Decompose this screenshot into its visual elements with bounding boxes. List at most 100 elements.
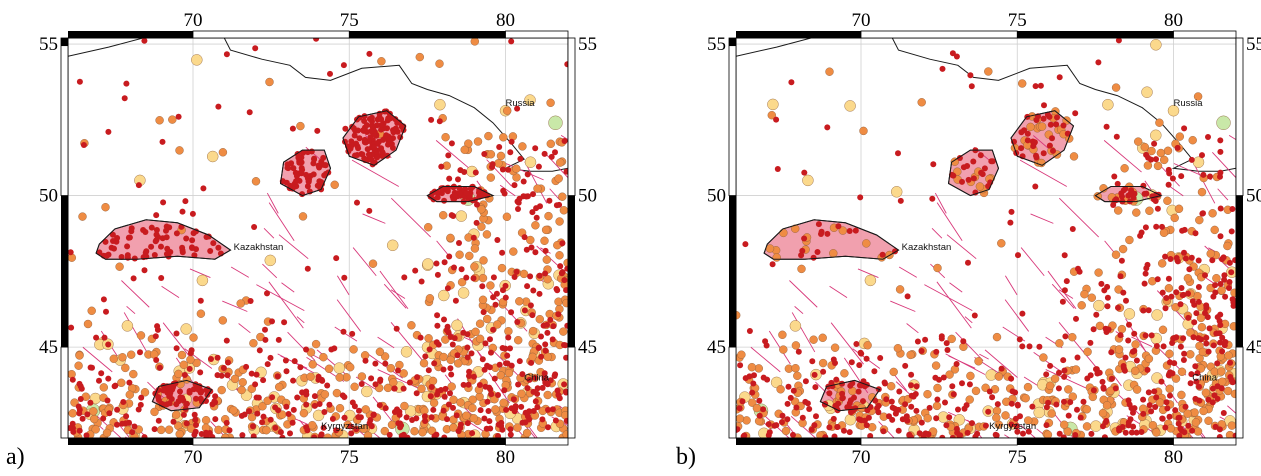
earthquake-point bbox=[1180, 357, 1187, 363]
earthquake-point bbox=[151, 426, 158, 433]
earthquake-point bbox=[502, 294, 509, 301]
fault-line bbox=[1058, 197, 1100, 238]
earthquake-point bbox=[864, 274, 877, 287]
earthquake-point bbox=[446, 233, 455, 243]
earthquake-point bbox=[992, 332, 1002, 342]
earthquake-point bbox=[1130, 409, 1136, 416]
earthquake-point bbox=[1151, 309, 1163, 321]
earthquake-point bbox=[1050, 374, 1060, 383]
fault-line bbox=[790, 416, 817, 438]
earthquake-point bbox=[1083, 347, 1092, 356]
earthquake-point bbox=[1090, 420, 1102, 432]
fault-line bbox=[898, 266, 918, 278]
earthquake-point bbox=[1069, 152, 1079, 161]
earthquake-point bbox=[464, 354, 471, 361]
earthquake-point bbox=[1145, 154, 1152, 161]
earthquake-point bbox=[456, 398, 465, 407]
earthquake-point bbox=[1150, 39, 1162, 51]
earthquake-point bbox=[214, 354, 221, 361]
earthquake-point bbox=[558, 192, 567, 201]
earthquake-point bbox=[372, 381, 379, 388]
earthquake-point bbox=[460, 381, 467, 388]
earthquake-point bbox=[499, 426, 506, 433]
earthquake-point bbox=[189, 333, 198, 342]
earthquake-point bbox=[559, 240, 566, 247]
earthquake-point bbox=[481, 366, 488, 373]
earthquake-point bbox=[883, 396, 890, 403]
earthquake-point bbox=[881, 379, 888, 386]
earthquake-point bbox=[289, 125, 296, 132]
earthquake-point bbox=[1046, 113, 1053, 120]
earthquake-point bbox=[444, 187, 451, 194]
earthquake-point bbox=[528, 326, 538, 336]
earthquake-point bbox=[518, 142, 527, 151]
earthquake-point bbox=[1123, 308, 1136, 320]
earthquake-point bbox=[248, 370, 255, 377]
earthquake-point bbox=[140, 388, 150, 397]
earthquake-point bbox=[100, 415, 107, 422]
earthquake-point bbox=[354, 127, 361, 134]
earthquake-point bbox=[490, 326, 497, 333]
earthquake-point bbox=[1063, 427, 1072, 436]
earthquake-point bbox=[153, 212, 160, 219]
earthquake-point bbox=[200, 185, 207, 192]
earthquake-point bbox=[486, 364, 493, 371]
earthquake-point bbox=[76, 427, 83, 434]
earthquake-point bbox=[269, 394, 276, 401]
earthquake-point bbox=[938, 335, 945, 342]
earthquake-point bbox=[1205, 348, 1212, 355]
earthquake-point bbox=[1114, 345, 1124, 354]
earthquake-point bbox=[779, 412, 786, 419]
frame-bar-bottom bbox=[349, 438, 506, 445]
earthquake-point bbox=[103, 308, 109, 315]
fault-line bbox=[336, 299, 362, 332]
earthquake-point bbox=[538, 353, 545, 360]
earthquake-point bbox=[378, 116, 385, 123]
earthquake-point bbox=[517, 389, 526, 398]
earthquake-point bbox=[895, 427, 902, 434]
earthquake-point bbox=[206, 150, 219, 163]
earthquake-point bbox=[1087, 372, 1094, 379]
earthquake-point bbox=[515, 206, 521, 212]
earthquake-point bbox=[76, 78, 83, 85]
earthquake-point bbox=[1055, 385, 1062, 392]
earthquake-point bbox=[1208, 209, 1217, 218]
earthquake-point bbox=[212, 416, 219, 423]
earthquake-point bbox=[509, 247, 518, 256]
earthquake-point bbox=[742, 375, 749, 382]
earthquake-point bbox=[366, 116, 373, 122]
earthquake-point bbox=[1037, 158, 1046, 168]
earthquake-point bbox=[949, 50, 956, 57]
earthquake-point bbox=[736, 414, 745, 423]
earthquake-point bbox=[1013, 423, 1020, 430]
earthquake-point bbox=[526, 235, 535, 245]
earthquake-point bbox=[795, 348, 802, 355]
earthquake-point bbox=[511, 182, 518, 189]
earthquake-point bbox=[507, 431, 514, 438]
earthquake-point bbox=[1100, 384, 1107, 391]
earthquake-point bbox=[877, 355, 884, 361]
earthquake-point bbox=[452, 297, 459, 304]
seismic-zone-outline-z2 bbox=[279, 149, 332, 197]
earthquake-point bbox=[790, 224, 800, 233]
earthquake-point bbox=[417, 384, 426, 393]
earthquake-point bbox=[1113, 133, 1120, 140]
earthquake-point bbox=[934, 396, 941, 403]
earthquake-point bbox=[748, 398, 757, 407]
earthquake-point bbox=[559, 269, 566, 276]
earthquake-point bbox=[508, 38, 515, 45]
earthquake-point bbox=[434, 194, 441, 201]
earthquake-point bbox=[540, 236, 549, 246]
earthquake-point bbox=[428, 116, 435, 123]
earthquake-point bbox=[392, 125, 399, 132]
earthquake-point bbox=[303, 171, 310, 178]
earthquake-point bbox=[1217, 339, 1224, 346]
earthquake-point bbox=[808, 426, 815, 433]
earthquake-point bbox=[504, 368, 514, 378]
earthquake-point bbox=[1227, 359, 1234, 366]
earthquake-point bbox=[1177, 390, 1186, 400]
earthquake-point bbox=[1221, 276, 1228, 283]
earthquake-point bbox=[68, 425, 73, 431]
earthquake-point bbox=[333, 427, 340, 434]
earthquake-point bbox=[841, 427, 847, 434]
